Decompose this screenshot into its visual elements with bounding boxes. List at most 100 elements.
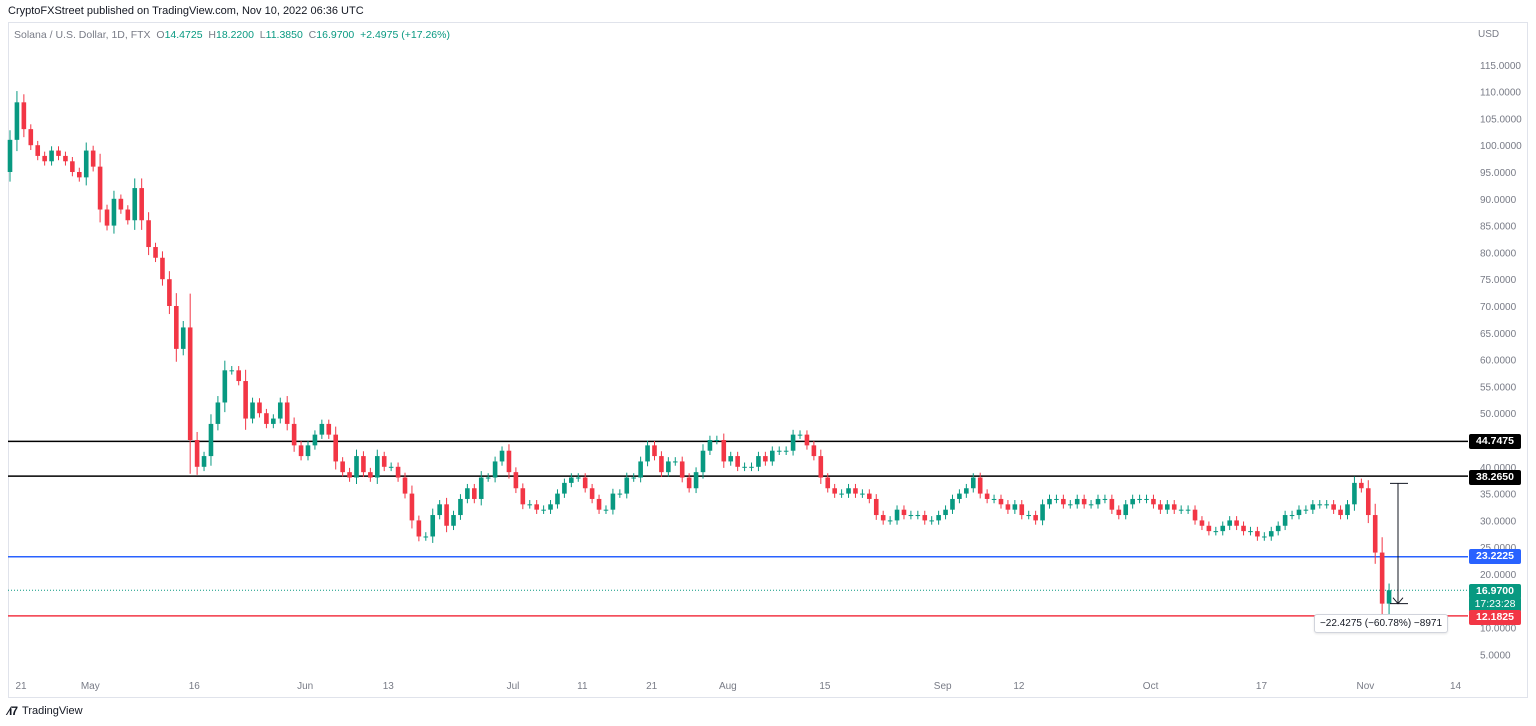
candle <box>776 450 782 452</box>
y-tick-label: 40.0000 <box>1480 463 1517 474</box>
candle <box>56 150 61 156</box>
x-tick-label: Sep <box>934 681 952 692</box>
candle <box>846 488 851 494</box>
candle <box>915 515 921 517</box>
x-tick-label: Jun <box>297 681 313 692</box>
x-tick-label: Jul <box>507 681 520 692</box>
candle <box>430 515 436 537</box>
candle <box>970 477 976 489</box>
candle <box>998 498 1004 505</box>
candle <box>1137 498 1142 500</box>
x-tick-label: May <box>81 681 100 692</box>
candle <box>277 402 283 419</box>
candle <box>659 456 664 473</box>
candle <box>984 493 990 499</box>
x-tick-label: 13 <box>383 681 395 692</box>
candle <box>853 488 858 494</box>
candle <box>908 515 914 517</box>
candle <box>631 477 636 479</box>
candle <box>1005 504 1011 510</box>
candle <box>596 498 602 510</box>
candle <box>1081 498 1087 505</box>
candle <box>1130 498 1135 505</box>
candles <box>7 91 1392 621</box>
candle <box>873 498 879 516</box>
candle <box>887 520 893 522</box>
candle <box>1165 504 1170 510</box>
x-tick-label: 21 <box>15 681 27 692</box>
candle <box>839 493 844 495</box>
legend-o-label: O <box>156 29 165 41</box>
candle <box>347 472 352 478</box>
candle <box>603 509 609 511</box>
candle <box>250 402 255 419</box>
candle <box>610 493 616 510</box>
candle <box>707 440 713 451</box>
candle <box>541 509 546 511</box>
y-tick-label: 35.0000 <box>1480 490 1517 501</box>
candle <box>1012 504 1018 510</box>
candle <box>1123 504 1129 516</box>
candle <box>1067 504 1073 506</box>
candle <box>1359 482 1364 489</box>
candle <box>1102 498 1108 500</box>
candle <box>666 461 671 473</box>
y-tick-label: 110.0000 <box>1480 88 1521 99</box>
candle <box>395 466 401 478</box>
candle <box>1275 525 1281 532</box>
candle <box>118 198 124 210</box>
candle <box>714 440 720 441</box>
candle <box>83 150 89 178</box>
candle <box>1144 498 1149 500</box>
candle <box>1241 525 1246 532</box>
candle <box>1074 498 1080 505</box>
candle <box>243 381 248 419</box>
candle <box>645 445 650 462</box>
symbol-legend[interactable]: Solana / U.S. Dollar, 1D, FTX O14.4725 H… <box>14 29 450 41</box>
candle <box>860 493 865 495</box>
candle <box>42 155 47 162</box>
candle <box>402 477 408 494</box>
candle <box>1171 504 1177 510</box>
y-tick-label: 60.0000 <box>1480 356 1517 367</box>
candle <box>818 456 824 478</box>
candle <box>146 220 151 248</box>
candle <box>49 150 54 162</box>
candle <box>458 498 463 516</box>
candle <box>416 520 422 537</box>
candle <box>1220 525 1226 532</box>
y-axis: 5.000010.000015.000020.000025.000030.000… <box>1480 61 1522 662</box>
candle <box>950 498 955 510</box>
candle <box>1109 498 1115 510</box>
candle <box>1158 504 1163 510</box>
candle <box>174 306 179 349</box>
x-tick-label: 11 <box>577 681 588 692</box>
candle <box>333 434 339 462</box>
y-tick-label: 30.0000 <box>1480 516 1517 527</box>
candle <box>208 423 214 457</box>
candle <box>125 209 131 221</box>
candle <box>485 477 491 479</box>
candle <box>21 102 27 130</box>
candle <box>1289 515 1295 517</box>
candle <box>1206 525 1212 532</box>
candle <box>1116 509 1122 516</box>
candle <box>472 488 477 499</box>
candle <box>1324 504 1329 506</box>
candle <box>229 370 235 372</box>
candle <box>652 445 657 457</box>
candle <box>1262 536 1267 538</box>
x-axis: 21 May 16 Jun 13 Jul 11 21 Aug 15 Sep 12 Oct 17 Nov 14 <box>15 681 1461 692</box>
measure-arrow-head <box>1392 597 1404 605</box>
candle <box>381 456 387 467</box>
candle <box>1192 509 1198 521</box>
candle <box>797 434 803 436</box>
candle <box>1026 515 1032 517</box>
tradingview-logo[interactable]: ⁄ı7 TradingView <box>8 704 83 718</box>
candle <box>867 493 872 499</box>
candle <box>728 456 734 462</box>
candle <box>790 434 796 451</box>
currency-label[interactable]: USD <box>1478 29 1500 40</box>
candle <box>569 477 574 483</box>
